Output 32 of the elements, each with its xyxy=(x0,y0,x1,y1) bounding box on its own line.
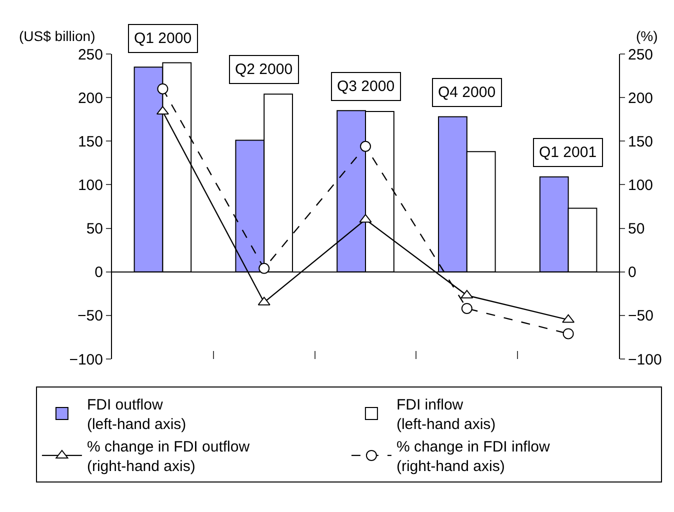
point xyxy=(157,83,168,94)
y-tick-label: 250 xyxy=(78,46,103,64)
y2-tick-label: −100 xyxy=(628,351,662,368)
y-tick-label: −100 xyxy=(69,351,103,368)
y2-axis-title: (%) xyxy=(636,28,658,44)
y-tick-label: 150 xyxy=(78,133,103,150)
y2-tick-label: 200 xyxy=(628,90,654,107)
y2-tick-label: 100 xyxy=(628,176,654,194)
y2-tick-label: 150 xyxy=(628,133,654,150)
y-tick-label: 200 xyxy=(78,90,103,107)
y2-tick-label: 0 xyxy=(628,264,636,282)
y2-tick-label: 50 xyxy=(628,220,645,238)
legend-label: % change in FDI inflow (right-hand axis) xyxy=(396,438,550,476)
y-tick-label: 100 xyxy=(78,176,103,194)
point xyxy=(360,140,371,152)
point xyxy=(461,302,472,314)
point xyxy=(562,328,574,340)
x-tick-label: Q4 2000 xyxy=(438,84,496,101)
y-tick-label: −50 xyxy=(78,308,103,325)
x-tick-label: Q2 2000 xyxy=(235,61,293,78)
legend-label: FDI outflow (left-hand axis) xyxy=(86,396,186,434)
y2-tick-label: −50 xyxy=(628,308,654,325)
legend-label: % change in FDI outflow (right-hand axis) xyxy=(86,438,250,476)
x-tick-label: Q1 2000 xyxy=(134,30,192,47)
y-tick-label: 50 xyxy=(86,220,103,238)
y-axis-title: (US$ billion) xyxy=(19,28,96,44)
y-tick-label: 0 xyxy=(94,264,103,282)
x-tick-label: Q1 2001 xyxy=(539,144,597,161)
x-tick-label: Q3 2000 xyxy=(337,78,395,95)
y2-tick-label: 250 xyxy=(628,46,654,64)
point xyxy=(258,262,270,274)
legend-label: FDI inflow (left-hand axis) xyxy=(396,396,496,434)
